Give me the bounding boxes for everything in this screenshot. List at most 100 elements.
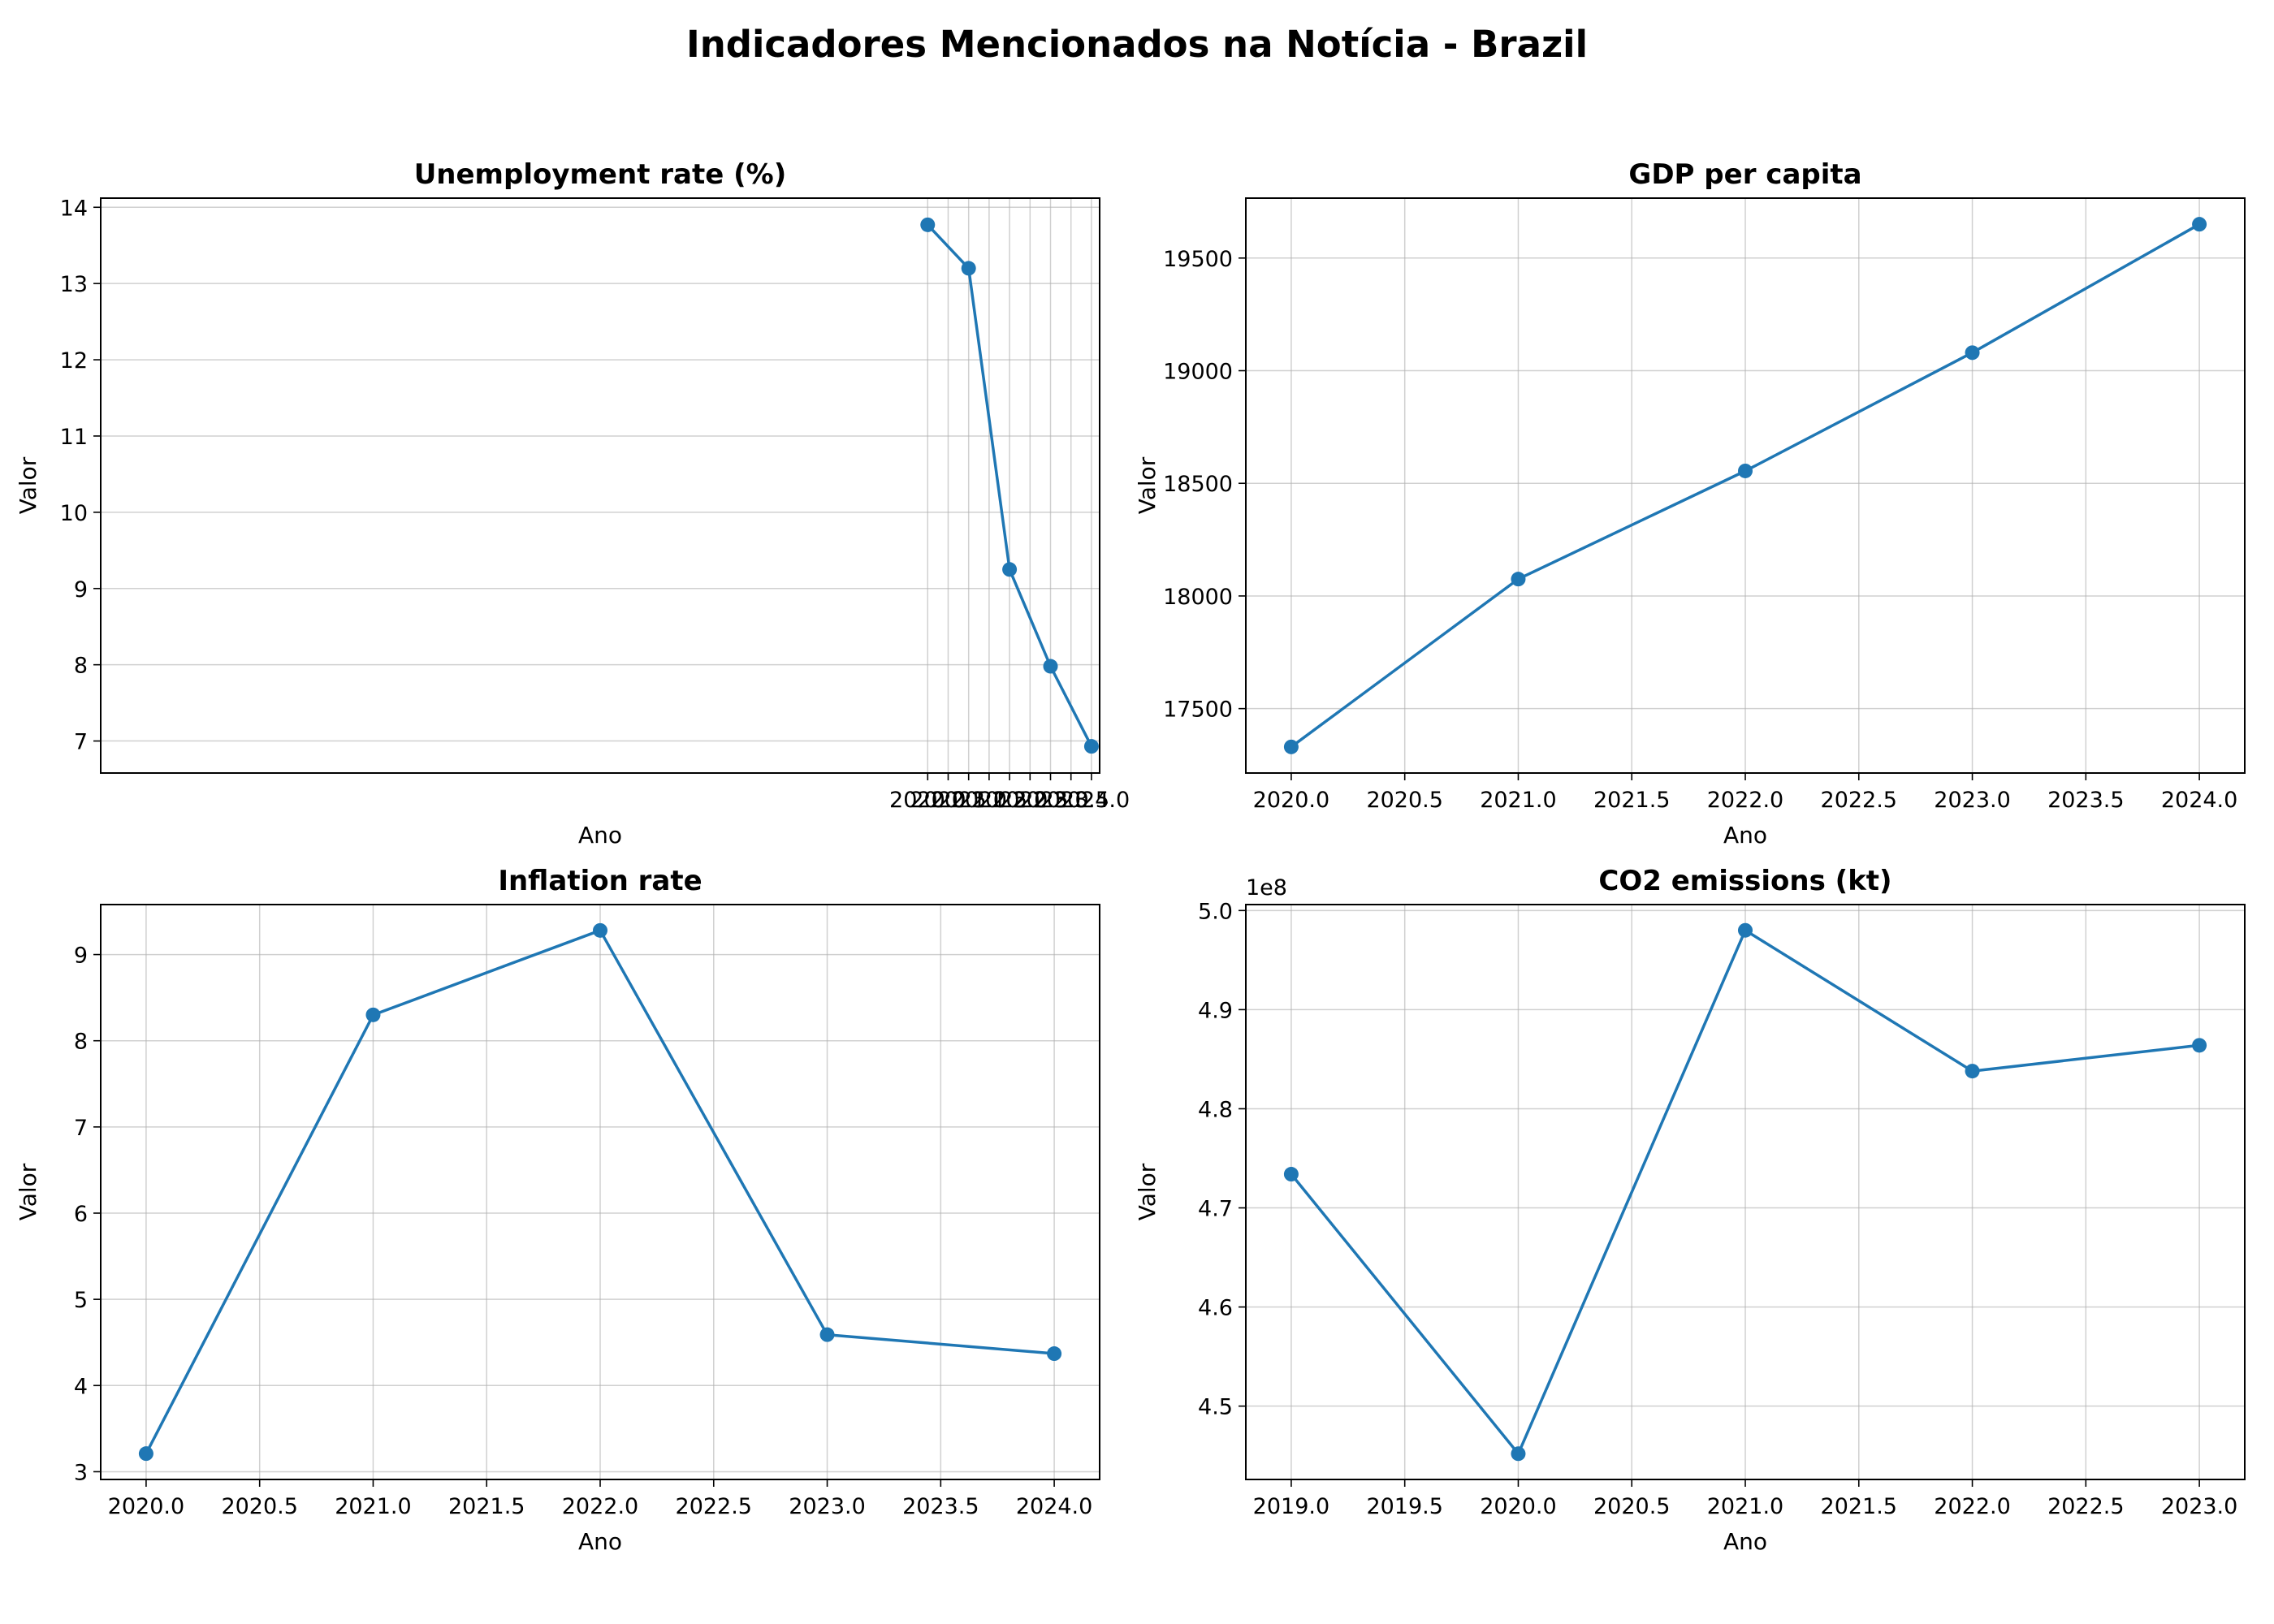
y-tick-label: 8 [74, 1030, 88, 1055]
x-tick-label: 2021.0 [335, 1494, 411, 1519]
plot-area [101, 198, 1100, 773]
y-tick-label: 9 [74, 944, 88, 969]
x-tick-label: 2021.5 [448, 1494, 525, 1519]
axes-frame [1245, 904, 2246, 1480]
x-tick-label: 2021.0 [1707, 1494, 1783, 1519]
chart-title: GDP per capita [1628, 158, 1861, 191]
x-axis-label: Ano [1723, 822, 1767, 849]
axes-frame [1245, 197, 2246, 774]
x-tick-label: 2020.5 [910, 788, 986, 813]
y-tick-label: 4.7 [1198, 1197, 1233, 1222]
y-axis-label: Valor [1134, 1163, 1161, 1220]
data-point [2192, 1038, 2207, 1053]
y-tick-label: 5 [74, 1288, 88, 1313]
y-tick-label: 4 [74, 1374, 88, 1399]
data-point [138, 1446, 153, 1462]
y-tick-label: 5.0 [1198, 899, 1233, 924]
y-tick-label: 6 [74, 1202, 88, 1227]
x-tick-label: 2022.0 [1934, 1494, 2010, 1519]
data-point [365, 1007, 381, 1022]
y-axis-label: Valor [15, 1163, 41, 1220]
x-tick-label: 2024.0 [2161, 788, 2237, 813]
figure-title: Indicadores Mencionados na Notícia - Bra… [685, 23, 1589, 66]
x-tick-label: 2024.0 [1016, 1494, 1092, 1519]
data-point [1965, 345, 1980, 361]
x-tick-label: 2022.5 [2047, 1494, 2124, 1519]
x-tick-label: 2022.0 [562, 1494, 638, 1519]
data-point [1283, 1167, 1299, 1182]
data-point [1002, 562, 1018, 577]
data-point [1083, 739, 1099, 754]
x-tick-label: 2022.0 [1707, 788, 1783, 813]
x-tick-label: 2019.0 [1253, 1494, 1329, 1519]
x-tick-label: 2021.5 [951, 788, 1027, 813]
x-tick-label: 2022.0 [971, 788, 1048, 813]
x-tick-label: 2020.5 [1593, 1494, 1670, 1519]
y-tick-label: 4.9 [1198, 998, 1233, 1023]
x-tick-label: 2023.5 [902, 1494, 979, 1519]
data-point [1283, 739, 1299, 754]
data-point [1047, 1346, 1062, 1362]
x-axis-label: Ano [578, 1528, 622, 1555]
chart-title: CO2 emissions (kt) [1598, 865, 1891, 897]
y-tick-label: 11 [60, 425, 88, 450]
x-axis-label: Ano [578, 822, 622, 849]
y-tick-label: 7 [74, 1116, 88, 1141]
data-point [1511, 572, 1526, 587]
x-tick-label: 2021.5 [1821, 1494, 1897, 1519]
y-tick-label: 18000 [1163, 585, 1233, 610]
x-tick-label: 2021.5 [1593, 788, 1670, 813]
data-point [2192, 217, 2207, 232]
data-point [1511, 1446, 1526, 1462]
data-point [920, 217, 936, 232]
x-tick-label: 2023.0 [1934, 788, 2010, 813]
x-tick-label: 2022.5 [1821, 788, 1897, 813]
x-tick-label: 2022.5 [676, 1494, 752, 1519]
x-tick-label: 2023.0 [1012, 788, 1088, 813]
x-tick-label: 2019.5 [1366, 1494, 1442, 1519]
y-tick-label: 8 [74, 654, 88, 679]
y-tick-label: 4.8 [1198, 1097, 1233, 1122]
y-tick-label: 4.6 [1198, 1296, 1233, 1321]
axes-frame [100, 197, 1100, 774]
data-point [593, 922, 607, 938]
data-point [1043, 659, 1058, 674]
y-tick-label: 9 [74, 577, 88, 603]
x-tick-label: 2020.0 [108, 1494, 184, 1519]
y-tick-label: 18500 [1163, 472, 1233, 497]
chart-title: Unemployment rate (%) [414, 158, 787, 191]
chart-title: Inflation rate [498, 865, 702, 897]
y-tick-label: 4.5 [1198, 1395, 1233, 1420]
x-tick-label: 2021.0 [930, 788, 1006, 813]
y-tick-label: 19000 [1163, 360, 1233, 385]
data-point [961, 261, 976, 276]
data-point [819, 1327, 835, 1342]
y-axis-label: Valor [1134, 456, 1161, 514]
x-axis-label: Ano [1723, 1528, 1767, 1555]
x-tick-label: 2020.5 [1366, 788, 1442, 813]
x-tick-label: 2024.0 [1053, 788, 1130, 813]
y-tick-label: 17500 [1163, 698, 1233, 723]
y-tick-label: 10 [60, 501, 88, 526]
x-tick-label: 2021.0 [1480, 788, 1556, 813]
x-tick-label: 2020.5 [221, 1494, 297, 1519]
y-tick-label: 19500 [1163, 247, 1233, 272]
y-offset-label: 1e8 [1246, 875, 1287, 901]
x-tick-label: 2023.0 [789, 1494, 865, 1519]
y-tick-label: 13 [60, 272, 88, 297]
y-tick-label: 14 [60, 196, 88, 221]
y-axis-label: Valor [15, 456, 41, 514]
y-tick-label: 7 [74, 730, 88, 755]
x-tick-label: 2020.0 [1480, 1494, 1556, 1519]
x-tick-label: 2020.0 [889, 788, 966, 813]
x-tick-label: 2023.5 [2047, 788, 2124, 813]
x-tick-label: 2022.5 [992, 788, 1068, 813]
y-tick-label: 3 [74, 1460, 88, 1485]
data-point [1738, 463, 1753, 478]
axes-frame [100, 904, 1100, 1480]
x-tick-label: 2023.5 [1032, 788, 1109, 813]
data-point [1965, 1064, 1980, 1079]
x-tick-label: 2020.0 [1253, 788, 1329, 813]
data-point [1738, 922, 1753, 938]
y-tick-label: 12 [60, 348, 88, 374]
